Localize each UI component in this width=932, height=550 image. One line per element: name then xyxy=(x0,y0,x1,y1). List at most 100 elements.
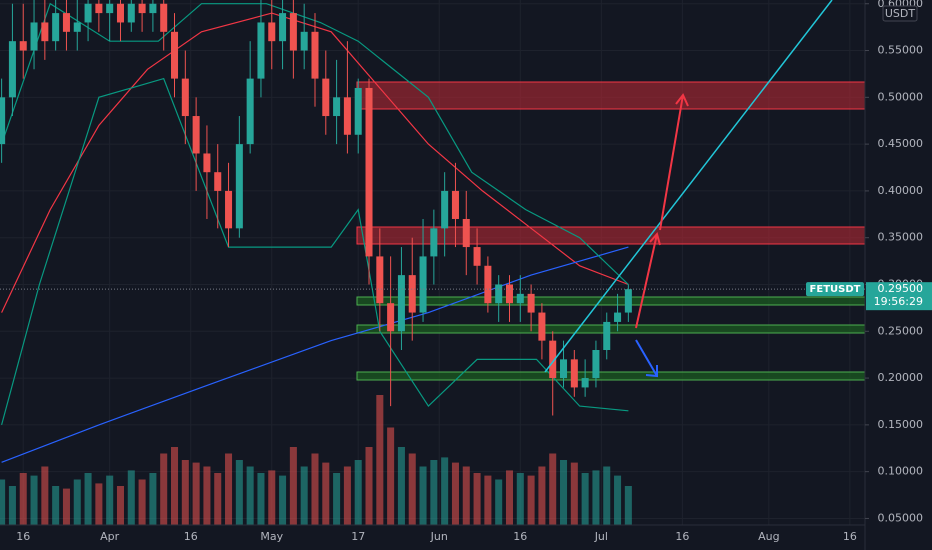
volume-bar xyxy=(505,470,514,525)
volume-bar xyxy=(268,470,276,525)
volume-bar xyxy=(365,447,373,525)
volume-bar xyxy=(127,470,135,525)
x-tick-label: Jun xyxy=(430,530,448,543)
symbol-tag xyxy=(806,282,864,297)
candle-body xyxy=(397,275,405,332)
candle-body xyxy=(41,22,49,42)
support-zone xyxy=(356,296,865,306)
currency: USDT xyxy=(885,7,916,20)
arrow-up xyxy=(635,231,661,329)
x-tick-label: 16 xyxy=(513,530,527,543)
candle-body xyxy=(62,13,70,32)
drawings xyxy=(356,81,865,381)
countdown: 19:56:29 xyxy=(874,295,923,308)
candle-body xyxy=(505,284,514,304)
volume-bar xyxy=(41,466,49,525)
volume-bar xyxy=(343,466,351,525)
x-tick-label: Jul xyxy=(594,530,608,543)
indicator-line xyxy=(1,77,629,426)
candle-body xyxy=(311,31,319,79)
volume-bar xyxy=(311,453,319,525)
candle-body xyxy=(181,78,189,117)
volume-bar xyxy=(289,447,297,525)
candle-body xyxy=(0,97,6,145)
volume-bar xyxy=(549,453,557,525)
volume-bar xyxy=(300,466,308,525)
y-tick-label: 0.35000 xyxy=(878,231,924,244)
volume-bar xyxy=(149,473,157,525)
x-tick-label: 16 xyxy=(843,530,857,543)
candle-body xyxy=(592,350,600,379)
x-tick-label: 17 xyxy=(351,530,365,543)
x-tick-label: Aug xyxy=(758,530,779,543)
y-tick-label: 0.50000 xyxy=(878,90,924,103)
y-tick-label: 0.60000 xyxy=(878,0,924,10)
last-price-label: 0.29500 xyxy=(878,282,924,295)
volume-bar xyxy=(419,466,427,525)
volume-bar xyxy=(95,483,103,525)
candle-body xyxy=(538,312,546,341)
volume-bar xyxy=(624,486,632,525)
indicator-line xyxy=(1,246,629,463)
volume-bar xyxy=(408,453,416,525)
volume-bar xyxy=(495,479,503,525)
volume-bar xyxy=(73,479,81,525)
indicators xyxy=(1,2,629,463)
y-tick-label: 0.40000 xyxy=(878,184,924,197)
volume-bar xyxy=(192,462,200,525)
volume-bar xyxy=(171,447,179,525)
arrow-down xyxy=(635,339,658,378)
volume-bar xyxy=(397,447,405,525)
volume-bar xyxy=(84,473,92,525)
candle-body xyxy=(430,228,438,257)
volume-bar xyxy=(441,457,449,525)
candle-body xyxy=(376,256,384,304)
candle-body xyxy=(614,312,622,322)
candle-body xyxy=(192,116,200,154)
candle-body xyxy=(116,3,124,23)
volume-bar xyxy=(138,479,146,525)
price-tag xyxy=(866,282,932,311)
volume xyxy=(0,395,632,525)
indicator-line xyxy=(1,12,629,313)
candle-body xyxy=(343,97,351,135)
volume-bar xyxy=(484,475,492,525)
x-tick-label: Apr xyxy=(100,530,120,543)
volume-bar xyxy=(451,462,459,525)
y-tick-label: 0.45000 xyxy=(878,137,924,150)
x-tick-label: 16 xyxy=(184,530,198,543)
candle-body xyxy=(365,87,373,257)
volume-bar xyxy=(19,473,27,525)
candle-body xyxy=(322,78,330,117)
candle-body xyxy=(19,41,27,51)
candle-body xyxy=(570,359,578,388)
volume-bar xyxy=(322,462,330,525)
candle-body xyxy=(354,87,362,135)
candles xyxy=(0,0,632,416)
y-tick-label: 0.10000 xyxy=(878,465,924,478)
candle-body xyxy=(560,359,568,379)
volume-bar xyxy=(235,460,243,525)
volume-bar xyxy=(430,460,438,525)
candle-body xyxy=(462,218,470,248)
volume-bar xyxy=(333,473,341,525)
volume-bar xyxy=(214,473,222,525)
candle-body xyxy=(30,22,38,51)
candle-body xyxy=(603,321,611,350)
support-zone xyxy=(356,324,865,334)
candle-body xyxy=(624,289,632,313)
x-tick-label: 16 xyxy=(675,530,689,543)
candle-body xyxy=(268,22,276,42)
volume-bar xyxy=(8,486,16,525)
volume-bar xyxy=(116,486,124,525)
volume-bar xyxy=(257,473,265,525)
candle-body xyxy=(484,265,492,304)
candle-body xyxy=(84,3,92,23)
annotations xyxy=(544,0,833,378)
candle-body xyxy=(419,256,427,313)
volume-bar xyxy=(376,395,384,525)
volume-bar xyxy=(62,488,70,525)
volume-bar xyxy=(603,466,611,525)
